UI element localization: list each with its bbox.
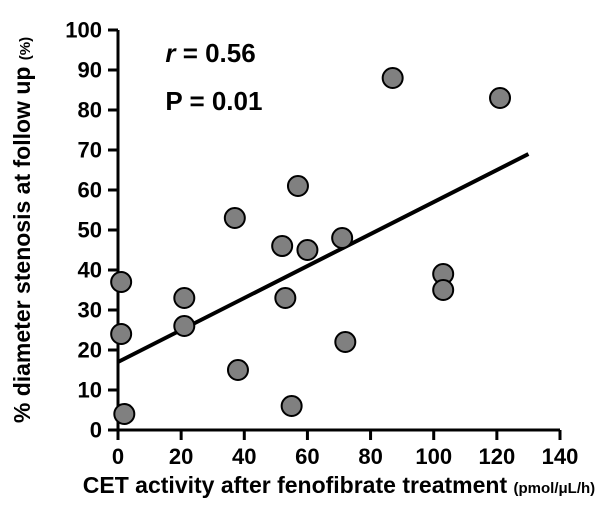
x-axis-label-text: CET activity after fenofibrate treatment [83, 472, 514, 498]
data-point [111, 324, 131, 344]
y-tick-label: 40 [78, 258, 102, 283]
data-point [275, 288, 295, 308]
y-axis-label-text: % diameter stenosis at follow up [9, 60, 35, 423]
y-tick-label: 80 [78, 98, 102, 123]
y-axis-unit: (%) [17, 37, 34, 60]
y-tick-label: 70 [78, 138, 102, 163]
data-point [228, 360, 248, 380]
data-point [111, 272, 131, 292]
x-tick-label: 100 [415, 444, 452, 469]
chart-svg: 0 20 40 60 80 100 120 140 0 10 20 30 40 50 60 70 80 90 100… [0, 0, 600, 516]
y-tick-label: 90 [78, 58, 102, 83]
x-tick-label: 80 [358, 444, 382, 469]
data-point [335, 332, 355, 352]
data-point [297, 240, 317, 260]
y-tick-label: 100 [65, 18, 102, 43]
data-point [174, 288, 194, 308]
x-tick-label: 20 [169, 444, 193, 469]
stat-p-symbol: P [165, 86, 182, 116]
data-point [225, 208, 245, 228]
data-point [288, 176, 308, 196]
x-tick-label: 60 [295, 444, 319, 469]
data-point [282, 396, 302, 416]
x-tick-label: 0 [112, 444, 124, 469]
x-tick-label: 140 [542, 444, 579, 469]
data-point [114, 404, 134, 424]
data-point [383, 68, 403, 88]
y-axis-label: % diameter stenosis at follow up (%) [9, 37, 35, 423]
data-point [332, 228, 352, 248]
y-tick-label: 30 [78, 298, 102, 323]
y-tick-label: 10 [78, 378, 102, 403]
stat-r-value: = 0.56 [175, 38, 255, 68]
data-point [433, 280, 453, 300]
data-point [272, 236, 292, 256]
stat-r: r = 0.56 [165, 38, 255, 68]
data-point [490, 88, 510, 108]
x-axis-unit: (pmol/μL/h) [514, 480, 596, 497]
x-tick-label: 40 [232, 444, 256, 469]
y-tick-label: 20 [78, 338, 102, 363]
stat-p-value: = 0.01 [182, 86, 262, 116]
scatter-chart: 0 20 40 60 80 100 120 140 0 10 20 30 40 50 60 70 80 90 100… [0, 0, 600, 516]
y-tick-label: 50 [78, 218, 102, 243]
y-tick-label: 0 [90, 418, 102, 443]
data-point [174, 316, 194, 336]
x-tick-label: 120 [478, 444, 515, 469]
stat-p: P = 0.01 [165, 86, 262, 116]
y-tick-label: 60 [78, 178, 102, 203]
